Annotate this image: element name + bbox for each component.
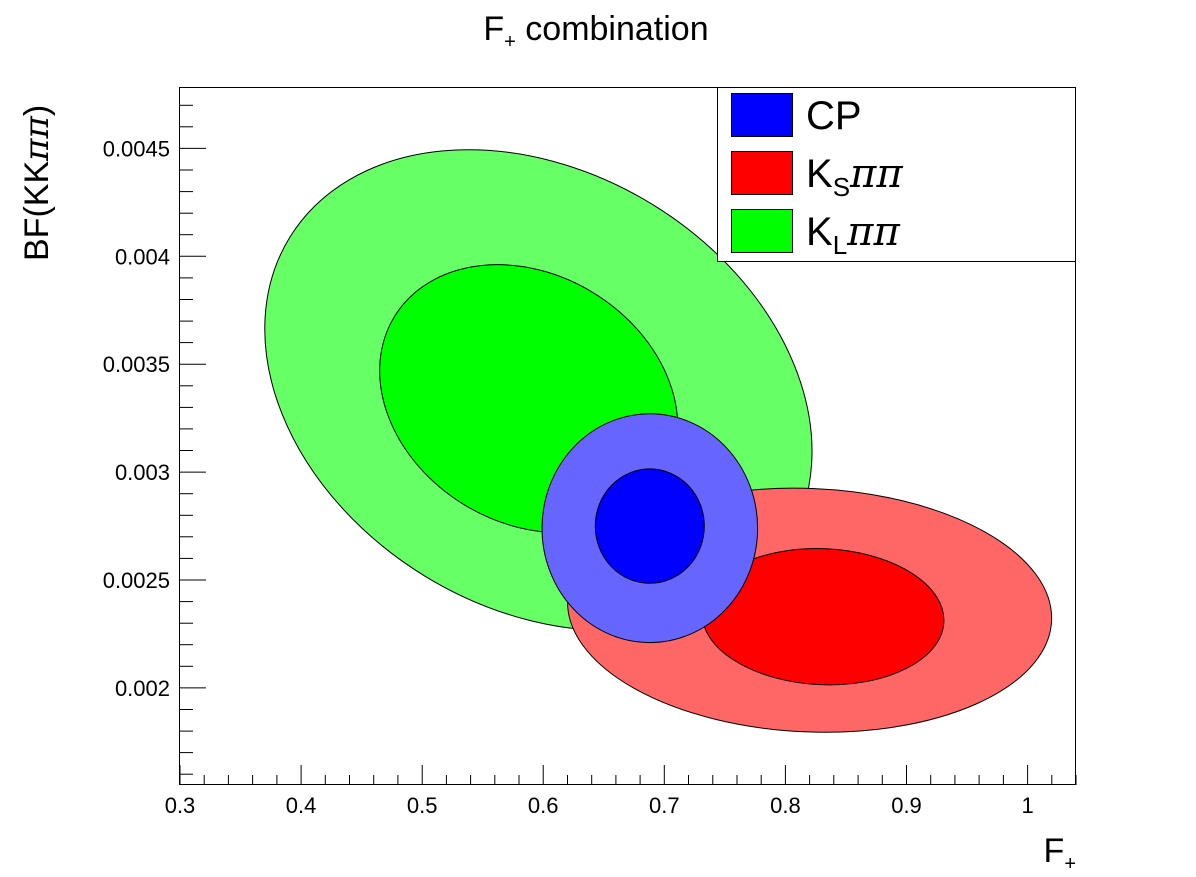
y-axis-title: BF(KKππ) bbox=[17, 105, 57, 261]
x-tick-label: 0.6 bbox=[528, 793, 559, 818]
x-axis-title-subscript: + bbox=[1064, 853, 1076, 872]
y-axis-title-close: ) bbox=[18, 105, 56, 116]
y-tick-label: 0.0045 bbox=[103, 136, 170, 161]
y-tick-label: 0.0035 bbox=[103, 352, 170, 377]
x-axis-title: F+ bbox=[1044, 832, 1076, 872]
y-axis-title-main: BF(KK bbox=[18, 161, 56, 261]
y-tick-label: 0.004 bbox=[115, 244, 170, 269]
chart-title-main: F bbox=[483, 10, 504, 48]
contour-regions bbox=[264, 149, 1053, 733]
legend-entries: CP KSππ KLππ bbox=[731, 93, 903, 260]
chart-title-subscript: + bbox=[504, 31, 516, 53]
x-tick-label: 1 bbox=[1021, 793, 1033, 818]
y-tick-label: 0.002 bbox=[115, 676, 170, 701]
y-tick-label: 0.0025 bbox=[103, 568, 170, 593]
legend-item-cp: CP bbox=[731, 93, 862, 138]
contour-cp-inner bbox=[594, 468, 705, 584]
x-tick-label: 0.8 bbox=[770, 793, 801, 818]
legend-swatch-ks bbox=[731, 151, 793, 195]
legend-item-ks: KSππ bbox=[731, 151, 903, 202]
x-tick-label: 0.3 bbox=[165, 793, 196, 818]
y-axis-title-greek: ππ bbox=[17, 116, 57, 162]
legend-item-kl: KLππ bbox=[731, 209, 900, 260]
chart-title: F+ combination bbox=[483, 10, 708, 53]
x-axis: 0.3 0.4 0.5 0.6 0.7 0.8 0.9 1 bbox=[165, 765, 1077, 818]
y-axis: 0.002 0.0025 0.003 0.0035 0.004 0.0045 bbox=[103, 104, 206, 775]
x-tick-label: 0.9 bbox=[891, 793, 922, 818]
legend-label-ks: KSππ bbox=[806, 151, 903, 202]
chart-title-rest: combination bbox=[516, 10, 709, 48]
legend: CP KSππ KLππ bbox=[717, 87, 1076, 262]
legend-swatch-cp bbox=[731, 93, 793, 137]
legend-label-kl: KLππ bbox=[806, 209, 900, 260]
x-axis-title-main: F bbox=[1044, 832, 1065, 870]
y-tick-label: 0.003 bbox=[115, 460, 170, 485]
x-tick-label: 0.5 bbox=[407, 793, 438, 818]
legend-swatch-kl bbox=[731, 209, 793, 253]
x-tick-label: 0.7 bbox=[649, 793, 680, 818]
legend-label-cp: CP bbox=[806, 94, 862, 138]
x-tick-label: 0.4 bbox=[286, 793, 317, 818]
